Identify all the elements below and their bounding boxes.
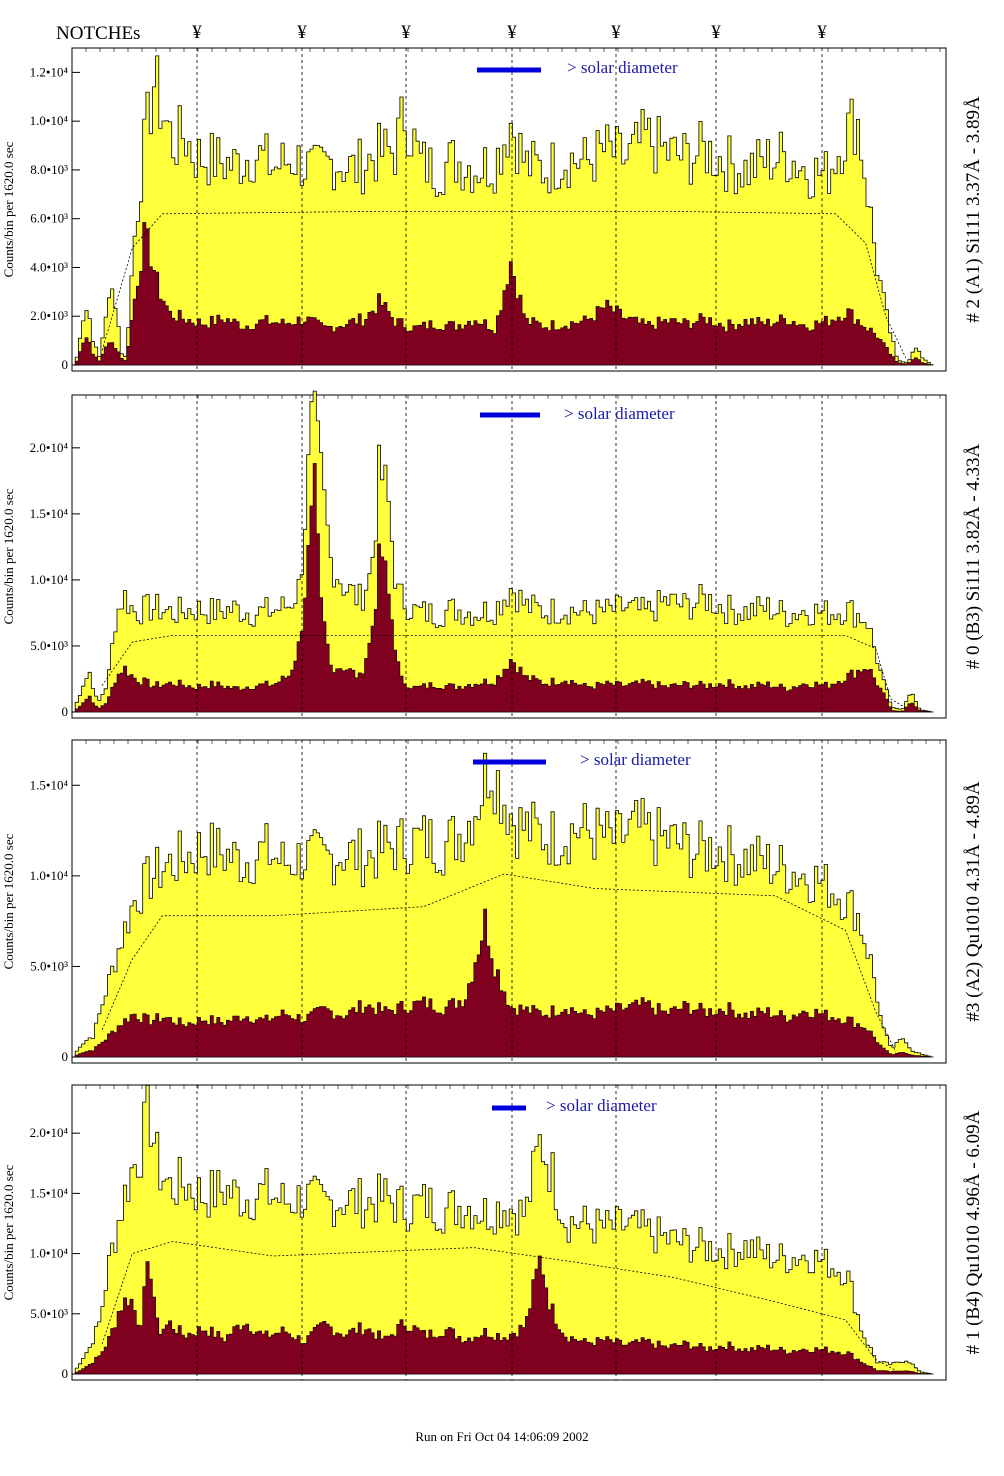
panel-4: 0 5.0•10³ 1.0•10⁴ 1.5•10⁴ 2.0•10⁴ Counts/bin … [1, 1084, 984, 1381]
y-tick-label: 2.0•10⁴ [30, 1125, 69, 1140]
y-tick-label: 0 [62, 1049, 69, 1064]
y-tick-label: 1.0•10⁴ [30, 868, 69, 883]
y-tick-label: 1.5•10⁴ [30, 506, 69, 521]
panel-3: 0 5.0•10³ 1.0•10⁴ 1.5•10⁴ Counts/bin per 162… [1, 739, 984, 1064]
notch-markers: ¥ ¥ ¥ ¥ ¥ ¥ ¥ [192, 22, 827, 43]
partial-counts-histogram [72, 222, 934, 366]
solar-diameter-label: > solar diameter [546, 1096, 657, 1115]
channel-label: #3 (A2) Qu1010 4.31Å - 4.89Å [963, 781, 984, 1021]
y-tick-label: 2.0•10³ [30, 308, 68, 323]
notch-marker-1: ¥ [192, 22, 202, 43]
notch-marker-4: ¥ [507, 22, 517, 43]
channel-label: # 2 (A1) Si111 3.37Å - 3.89Å [963, 96, 984, 323]
y-tick-label: 5.0•10³ [30, 638, 68, 653]
notch-marker-5: ¥ [611, 22, 621, 43]
partial-counts-histogram [72, 463, 934, 713]
solar-diameter-label: > solar diameter [567, 58, 678, 77]
y-tick-label: 5.0•10³ [30, 1306, 68, 1321]
notch-marker-6: ¥ [711, 22, 721, 43]
total-counts-histogram [72, 55, 934, 366]
y-axis-label: Counts/bin per 1620.0 sec [1, 1164, 16, 1300]
y-tick-label: 1.0•10⁴ [30, 572, 69, 587]
y-tick-label: 0 [62, 357, 69, 372]
y-tick-label: 8.0•10³ [30, 162, 68, 177]
y-tick-label: 1.0•10⁴ [30, 1246, 69, 1261]
channel-label: # 0 (B3) Si111 3.82Å - 4.33Å [963, 443, 984, 669]
notches-label: NOTCHEs [56, 23, 140, 44]
model-curve [101, 1241, 896, 1371]
y-tick-label: 1.5•10⁴ [30, 777, 69, 792]
y-axis-label: Counts/bin per 1620.0 sec [1, 488, 16, 624]
total-counts-histogram [72, 752, 934, 1058]
run-timestamp: Run on Fri Oct 04 14:06:09 2002 [415, 1429, 589, 1444]
notch-marker-7: ¥ [817, 22, 827, 43]
notch-marker-2: ¥ [297, 22, 307, 43]
panel-1: 0 2.0•10³ 4.0•10³ 6.0•10³ 8.0•10³ 1.0•10⁴ 1.2•… [1, 47, 984, 372]
channel-label: # 1 (B4) Qu1010 4.96Å - 6.09Å [963, 1110, 984, 1354]
y-tick-label: 4.0•10³ [30, 259, 68, 274]
solar-diameter-label: > solar diameter [564, 404, 675, 423]
y-tick-label: 1.5•10⁴ [30, 1185, 69, 1200]
panels: 0 2.0•10³ 4.0•10³ 6.0•10³ 8.0•10³ 1.0•10⁴ 1.2•… [1, 47, 984, 1381]
panel-2: 0 5.0•10³ 1.0•10⁴ 1.5•10⁴ 2.0•10⁴ Counts/bin … [1, 390, 984, 719]
notch-marker-3: ¥ [401, 22, 411, 43]
total-counts-histogram [72, 390, 934, 713]
model-curve [101, 211, 907, 358]
partial-counts-histogram [72, 908, 934, 1058]
y-tick-label: 6.0•10³ [30, 211, 68, 226]
y-tick-label: 5.0•10³ [30, 958, 68, 973]
partial-counts-histogram [72, 1255, 934, 1375]
y-tick-label: 1.2•10⁴ [30, 64, 69, 79]
total-counts-histogram [72, 1085, 934, 1375]
solar-diameter-label: > solar diameter [580, 750, 691, 769]
y-tick-label: 0 [62, 704, 69, 719]
y-tick-label: 1.0•10⁴ [30, 113, 69, 128]
y-axis-label: Counts/bin per 1620.0 sec [1, 141, 16, 277]
y-axis-label: Counts/bin per 1620.0 sec [1, 833, 16, 969]
model-curve [101, 873, 897, 1052]
y-tick-label: 0 [62, 1366, 69, 1381]
y-tick-label: 2.0•10⁴ [30, 440, 69, 455]
